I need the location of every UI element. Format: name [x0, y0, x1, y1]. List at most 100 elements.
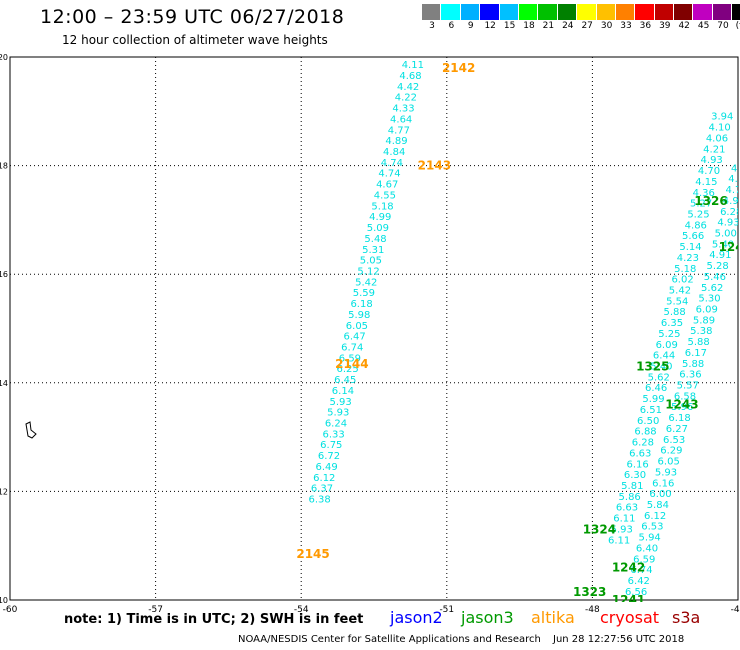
- colorbar-label: 18: [523, 21, 535, 31]
- footer-note: note: 1) Time is in UTC; 2) SWH is in fe…: [64, 612, 364, 627]
- wave-height-label: 6.38: [309, 495, 331, 506]
- wave-height-label: 5.86: [619, 492, 641, 503]
- wave-height-label: 6.27: [666, 424, 688, 435]
- wave-height-label: 6.53: [641, 522, 663, 533]
- y-tick-label: 12: [0, 487, 8, 496]
- wave-height-label: 5.40: [712, 239, 734, 250]
- wave-height-label: 5.46: [704, 272, 726, 283]
- wave-height-label: 6.18: [350, 299, 372, 310]
- wave-height-label: 6.51: [640, 405, 662, 416]
- wave-height-label: 6.30: [624, 470, 646, 481]
- wave-height-label: 4.64: [390, 114, 412, 125]
- island-outline: [25, 421, 37, 439]
- wave-height-label: 6.09: [656, 340, 678, 351]
- wave-height-label: 5.09: [367, 223, 389, 234]
- wave-height-label: 4.36: [693, 188, 715, 199]
- wave-height-label: 5.59: [353, 288, 375, 299]
- y-tick-label: 16: [0, 270, 8, 279]
- wave-height-label: 4.77: [726, 185, 740, 196]
- pass-id-label: 2143: [418, 159, 451, 173]
- colorbar-swatch: [441, 4, 461, 20]
- wave-height-label: 5.18: [674, 264, 696, 275]
- wave-height-label: 5.66: [682, 231, 704, 242]
- wave-height-label: 6.00: [649, 489, 671, 500]
- wave-height-label: 6.49: [315, 462, 337, 473]
- pass-id-label: 1243: [665, 398, 698, 412]
- wave-height-label: 6.75: [320, 440, 342, 451]
- wave-height-label: 6.05: [346, 321, 368, 332]
- wave-height-label: 5.62: [648, 372, 670, 383]
- wave-height-label: 5.57: [677, 381, 699, 392]
- wave-height-label: 6.46: [645, 383, 667, 394]
- wave-height-label: 4.10: [708, 123, 730, 134]
- wave-height-label: 6.63: [629, 448, 651, 459]
- colorbar-label: 30: [600, 21, 613, 31]
- wave-height-label: 6.47: [343, 332, 365, 343]
- colorbar-label: 15: [503, 21, 516, 31]
- wave-height-label: 5.93: [327, 408, 349, 419]
- wave-height-label: 4.33: [392, 104, 414, 115]
- wave-height-label: 4.11: [402, 60, 424, 71]
- colorbar-label: 36: [639, 21, 652, 31]
- wave-height-label: 4.68: [399, 71, 421, 82]
- colorbar-swatch: [518, 4, 539, 20]
- y-tick-label: 14: [0, 379, 8, 388]
- wave-height-label: 4.74: [381, 158, 403, 169]
- colorbar-label: 42: [678, 21, 690, 31]
- wave-height-label: 4.93: [723, 196, 740, 207]
- colorbar-label: 70: [717, 21, 729, 31]
- wave-height-label: 5.38: [690, 326, 712, 337]
- colorbar-swatch: [480, 4, 500, 20]
- wave-height-label: 4.74: [378, 169, 400, 180]
- wave-height-label: 5.27: [690, 199, 712, 210]
- wave-height-label: 4.22: [395, 93, 417, 104]
- pass-id-label: 2142: [442, 61, 475, 75]
- map-title: 12:00 – 23:59 UTC 06/27/2018: [40, 6, 345, 28]
- wave-height-label: 6.28: [632, 438, 654, 449]
- wave-height-label: 6.33: [322, 429, 344, 440]
- wave-height-label: 4.23: [677, 253, 699, 264]
- x-tick-label: -57: [148, 605, 163, 615]
- legend-jason3: jason3: [461, 608, 514, 627]
- wave-height-label: 5.54: [666, 296, 688, 307]
- colorbar-swatch: [422, 4, 442, 20]
- colorbar-swatch: [635, 4, 655, 20]
- wave-height-label: 5.00: [715, 228, 737, 239]
- wave-height-label: 6.12: [313, 473, 335, 484]
- y-tick-label: 18: [0, 162, 8, 171]
- wave-height-label: 5.14: [679, 242, 701, 253]
- colorbar-swatch: [577, 4, 597, 20]
- wave-height-label: 5.48: [364, 234, 386, 245]
- wave-height-label: 6.72: [318, 451, 340, 462]
- wave-height-label: 6.16: [626, 459, 648, 470]
- wave-height-label: 4.93: [717, 218, 739, 229]
- wave-height-label: 6.40: [636, 543, 658, 554]
- x-tick-label: -45: [731, 605, 740, 615]
- y-tick-label: 20: [0, 53, 8, 62]
- wave-height-label: 6.63: [616, 503, 638, 514]
- wave-height-label: 6.44: [653, 351, 675, 362]
- wave-height-label: 6.28: [720, 207, 740, 218]
- wave-height-label: 5.30: [698, 294, 720, 305]
- wave-height-label: 5.31: [362, 245, 384, 256]
- wave-height-label: 6.56: [625, 587, 647, 598]
- wave-height-label: 4.76: [731, 163, 740, 174]
- wave-height-label: 5.88: [682, 359, 704, 370]
- x-tick-label: -60: [3, 605, 18, 615]
- wave-height-label: 6.25: [336, 364, 358, 375]
- wave-height-label: 4.06: [706, 133, 728, 144]
- wave-height-label: 6.88: [634, 427, 656, 438]
- wave-height-label: 5.93: [329, 397, 351, 408]
- wave-height-label: 5.84: [647, 500, 669, 511]
- colorbar-label: 45: [697, 21, 710, 31]
- wave-height-label: 5.12: [357, 266, 379, 277]
- colorbar-swatch: [460, 4, 481, 20]
- colorbar-swatch: [654, 4, 675, 20]
- y-tick-label: 10: [0, 596, 8, 605]
- colorbar-label: 6: [448, 21, 455, 31]
- colorbar-swatch: [693, 4, 713, 20]
- wave-height-label: 6.35: [661, 318, 683, 329]
- colorbar-swatch: [557, 4, 578, 20]
- wave-height-label: 3.94: [711, 112, 733, 123]
